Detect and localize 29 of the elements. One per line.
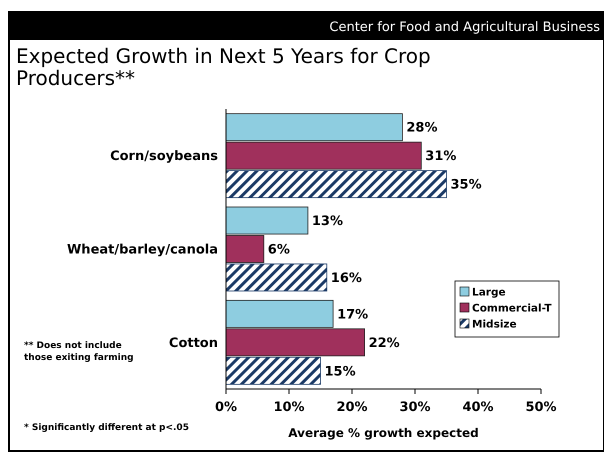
x-tick-label: 50% [525, 400, 557, 415]
data-label: 13% [312, 214, 344, 230]
y-tick-label: Wheat/barley/canola [66, 242, 218, 258]
x-tick-label: 30% [399, 400, 431, 415]
chart-title: Expected Growth in Next 5 Years for Crop Producers** [16, 44, 431, 90]
y-tick-label: Corn/soybeans [110, 149, 218, 164]
text: ** Does not include those exiting farming [24, 341, 134, 363]
x-axis-title: Average % growth expected [288, 426, 479, 440]
data-label: 17% [337, 307, 368, 322]
data-label: 28% [406, 120, 438, 136]
text: * Significantly different at p<.05 [24, 423, 189, 433]
text: Center for Food and Agricultural Business [329, 20, 600, 35]
data-label: 6% [268, 242, 290, 258]
legend-label: Midsize [472, 318, 517, 330]
legend-label: Commercial-T [472, 302, 552, 314]
bar [226, 356, 321, 385]
x-tick-label: 20% [336, 400, 368, 415]
data-label: 16% [330, 271, 362, 286]
bar [226, 264, 328, 292]
data-label: 31% [425, 149, 456, 164]
data-label: 15% [324, 364, 356, 380]
x-tick-label: 10% [273, 400, 305, 415]
data-label: 35% [450, 178, 482, 193]
x-tick-label: 40% [462, 400, 494, 415]
bar [226, 170, 447, 198]
legend-label: Large [472, 286, 506, 298]
y-tick-label: Cotton [168, 336, 218, 351]
data-label: 22% [368, 336, 400, 351]
x-tick-label: 0% [214, 400, 238, 415]
